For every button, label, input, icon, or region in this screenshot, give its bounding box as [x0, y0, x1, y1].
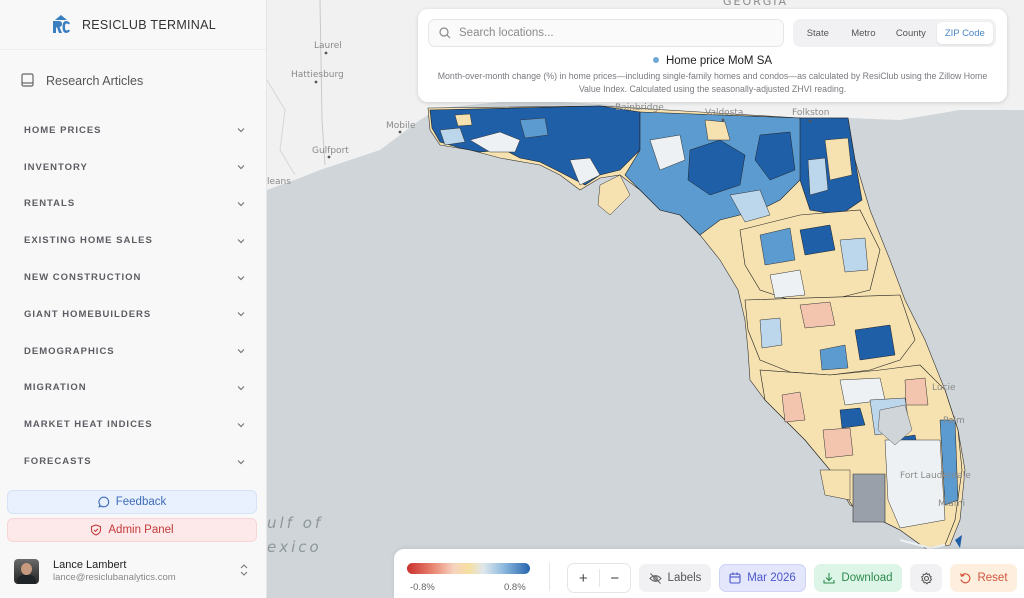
- map-toolbar: -0.8% 0.8% + − Labels Mar 2026 Download …: [394, 549, 1024, 598]
- svg-text:exico: exico: [267, 538, 322, 556]
- zoom-in-button[interactable]: +: [578, 569, 588, 587]
- svg-text:Valdosta: Valdosta: [705, 108, 743, 118]
- chevron-down-icon: [237, 459, 245, 464]
- geo-level-selector: State Metro County ZIP Code: [793, 19, 996, 47]
- search-icon: [439, 27, 451, 39]
- sidebar-item-migration[interactable]: MIGRATION: [0, 370, 266, 407]
- metric-title-text: Home price MoM SA: [665, 55, 773, 67]
- chevron-down-icon: [237, 312, 245, 317]
- sidebar-item-label: INVENTORY: [24, 161, 88, 173]
- chevron-down-icon: [237, 386, 245, 391]
- svg-text:Laurel: Laurel: [314, 41, 342, 51]
- calendar-icon: [729, 572, 741, 584]
- sidebar-item-label: FORECASTS: [24, 456, 92, 468]
- chevron-down-icon: [237, 202, 245, 207]
- brand-header[interactable]: RESICLUB TERMINAL: [0, 0, 266, 50]
- download-label: Download: [841, 572, 893, 584]
- chevron-down-icon: [237, 238, 245, 244]
- svg-text:Fort Lauderdale: Fort Lauderdale: [900, 471, 971, 481]
- zoom-out-button[interactable]: −: [610, 569, 620, 587]
- research-articles-label: Research Articles: [46, 74, 144, 88]
- chevron-down-icon: [237, 349, 245, 354]
- chevron-down-icon: [237, 128, 245, 133]
- sidebar-item-label: RENTALS: [24, 198, 76, 210]
- svg-text:Lucie: Lucie: [932, 383, 956, 393]
- avatar: [14, 558, 39, 584]
- svg-text:Palm: Palm: [943, 416, 965, 426]
- tab-zip-code[interactable]: ZIP Code: [936, 22, 993, 44]
- sidebar-item-label: HOME PRICES: [24, 124, 102, 136]
- feedback-button[interactable]: Feedback: [7, 490, 257, 514]
- svg-text:leans: leans: [267, 177, 291, 187]
- book-icon: [21, 72, 34, 90]
- sidebar-item-label: MARKET HEAT INDICES: [24, 419, 153, 431]
- sidebar-item-label: DEMOGRAPHICS: [24, 345, 115, 357]
- date-picker-button[interactable]: Mar 2026: [719, 564, 806, 592]
- sidebar-item-giant-homebuilders[interactable]: GIANT HOMEBUILDERS: [0, 296, 266, 333]
- sidebar-item-label: GIANT HOMEBUILDERS: [24, 308, 152, 320]
- shield-check-icon: [91, 524, 102, 536]
- svg-text:Mobile: Mobile: [386, 121, 416, 131]
- svg-text:Hattiesburg: Hattiesburg: [291, 70, 344, 80]
- download-button[interactable]: Download: [814, 564, 902, 592]
- tab-county[interactable]: County: [895, 27, 926, 39]
- sidebar-item-label: NEW CONSTRUCTION: [24, 272, 142, 284]
- reset-label: Reset: [977, 572, 1008, 584]
- chevron-down-icon: [237, 165, 245, 170]
- sidebar-item-new-construction[interactable]: NEW CONSTRUCTION: [0, 259, 266, 296]
- svg-text:Gulfport: Gulfport: [312, 146, 349, 156]
- sidebar-item-existing-home-sales[interactable]: EXISTING HOME SALES: [0, 222, 266, 259]
- legend-max-label: 0.8%: [504, 582, 526, 593]
- metric-description: Month-over-month change (%) in home pric…: [437, 71, 988, 94]
- sidebar-item-forecasts[interactable]: FORECASTS: [0, 443, 266, 480]
- svg-text:ulf of: ulf of: [267, 514, 323, 532]
- user-menu[interactable]: Lance Lambert lance@resiclubanalytics.co…: [7, 553, 257, 589]
- legend-min-label: -0.8%: [410, 582, 435, 593]
- reset-button[interactable]: Reset: [950, 564, 1017, 592]
- svg-text:Bainbridge: Bainbridge: [615, 103, 664, 113]
- chevrons-up-down-icon: [240, 564, 248, 576]
- resiclub-logo-icon: [50, 14, 72, 36]
- search-box[interactable]: [428, 19, 784, 47]
- research-articles-link[interactable]: Research Articles: [0, 50, 266, 112]
- svg-text:Miami: Miami: [938, 499, 965, 509]
- zoom-controls: + −: [567, 563, 631, 593]
- sidebar-nav: HOME PRICES INVENTORY RENTALS EXISTING H…: [0, 112, 266, 480]
- metric-title[interactable]: Home price MoM SA: [418, 55, 1007, 67]
- user-email: lance@resiclubanalytics.com: [53, 572, 176, 583]
- sidebar-item-label: MIGRATION: [24, 382, 87, 394]
- chevron-down-icon: [237, 275, 245, 280]
- admin-panel-label: Admin Panel: [108, 524, 174, 536]
- settings-button[interactable]: [910, 564, 942, 592]
- labels-label: Labels: [667, 572, 702, 584]
- tab-metro[interactable]: Metro: [851, 27, 876, 39]
- admin-panel-button[interactable]: Admin Panel: [7, 518, 257, 542]
- divider: [549, 563, 550, 591]
- message-circle-icon: [98, 496, 109, 508]
- tab-state[interactable]: State: [806, 27, 829, 39]
- svg-text:Folkston: Folkston: [792, 108, 830, 118]
- date-label: Mar 2026: [747, 572, 796, 584]
- user-name: Lance Lambert: [53, 559, 127, 571]
- labels-toggle-button[interactable]: Labels: [639, 564, 711, 592]
- gear-icon: [920, 571, 932, 585]
- download-icon: [823, 573, 835, 584]
- search-input[interactable]: [459, 27, 759, 39]
- app-title: RESICLUB TERMINAL: [81, 17, 217, 32]
- color-legend: [407, 563, 530, 574]
- chevron-down-icon: [237, 422, 245, 428]
- search-panel: State Metro County ZIP Code Home price M…: [418, 9, 1007, 102]
- sidebar-item-rentals[interactable]: RENTALS: [0, 186, 266, 223]
- sidebar-item-inventory[interactable]: INVENTORY: [0, 149, 266, 186]
- sidebar-item-market-heat-indices[interactable]: MARKET HEAT INDICES: [0, 406, 266, 443]
- eye-off-icon: [648, 572, 662, 584]
- sidebar: RESICLUB TERMINAL Research Articles HOME…: [0, 0, 267, 598]
- sidebar-item-demographics[interactable]: DEMOGRAPHICS: [0, 333, 266, 370]
- feedback-label: Feedback: [115, 496, 167, 508]
- metric-dot-icon: [652, 56, 659, 63]
- sidebar-item-label: EXISTING HOME SALES: [24, 235, 153, 247]
- svg-text:GEORGIA: GEORGIA: [723, 0, 788, 8]
- sidebar-item-home-prices[interactable]: HOME PRICES: [0, 112, 266, 149]
- rotate-ccw-icon: [960, 573, 971, 584]
